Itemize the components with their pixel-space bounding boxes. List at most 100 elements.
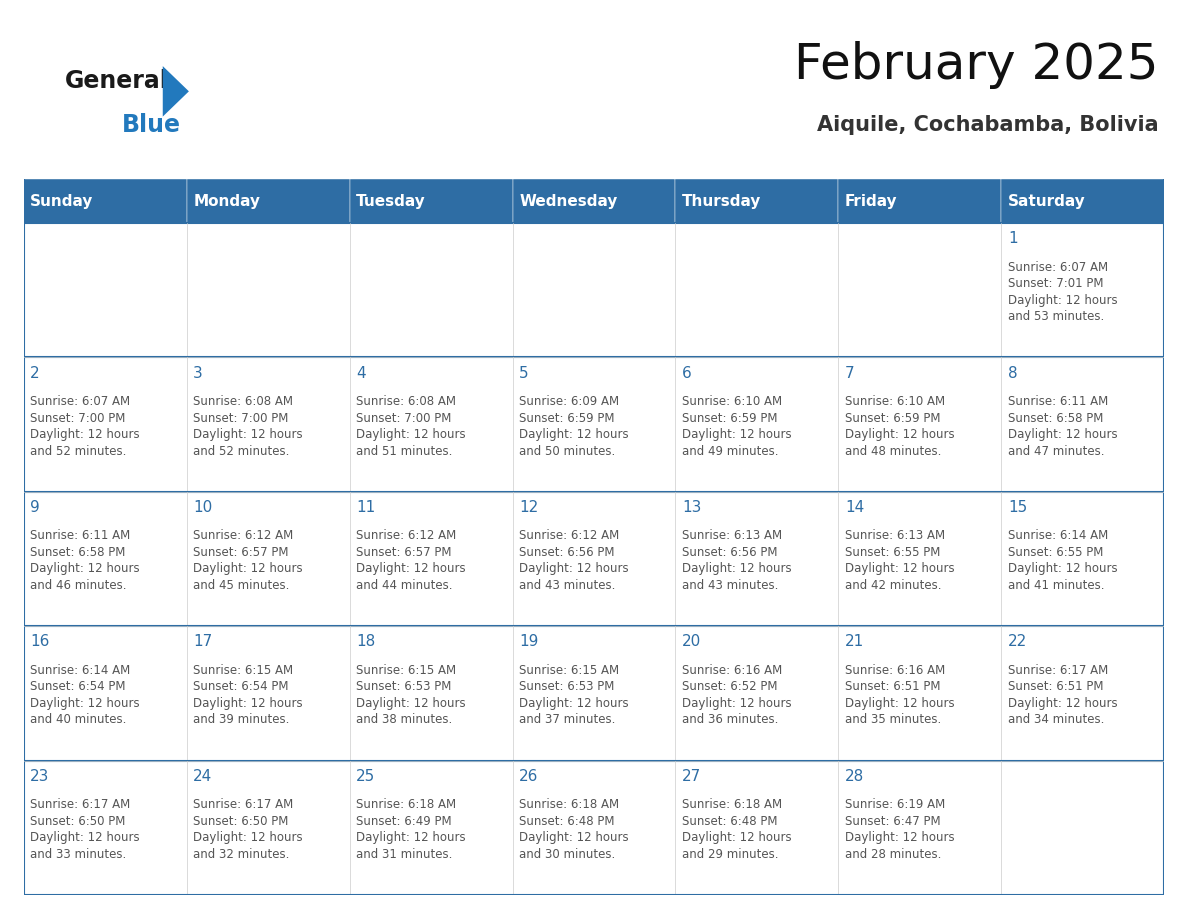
Text: Sunday: Sunday xyxy=(30,194,94,208)
Text: Sunrise: 6:12 AM
Sunset: 6:57 PM
Daylight: 12 hours
and 45 minutes.: Sunrise: 6:12 AM Sunset: 6:57 PM Dayligh… xyxy=(194,530,303,592)
Text: Friday: Friday xyxy=(845,194,897,208)
Text: 19: 19 xyxy=(519,634,538,649)
Text: 8: 8 xyxy=(1007,365,1017,381)
Bar xyxy=(187,357,349,492)
Text: 21: 21 xyxy=(845,634,864,649)
Bar xyxy=(1001,357,1164,492)
Text: 11: 11 xyxy=(356,500,375,515)
Bar xyxy=(676,492,839,626)
Bar xyxy=(349,357,512,492)
Bar xyxy=(1001,492,1164,626)
Text: Sunrise: 6:12 AM
Sunset: 6:57 PM
Daylight: 12 hours
and 44 minutes.: Sunrise: 6:12 AM Sunset: 6:57 PM Dayligh… xyxy=(356,530,466,592)
Text: 16: 16 xyxy=(30,634,50,649)
Bar xyxy=(676,626,839,761)
Bar xyxy=(349,761,512,895)
Bar xyxy=(349,492,512,626)
Bar xyxy=(839,492,1001,626)
Text: Saturday: Saturday xyxy=(1007,194,1086,208)
Text: Sunrise: 6:09 AM
Sunset: 6:59 PM
Daylight: 12 hours
and 50 minutes.: Sunrise: 6:09 AM Sunset: 6:59 PM Dayligh… xyxy=(519,395,628,457)
Text: Sunrise: 6:16 AM
Sunset: 6:51 PM
Daylight: 12 hours
and 35 minutes.: Sunrise: 6:16 AM Sunset: 6:51 PM Dayligh… xyxy=(845,664,954,726)
Text: Sunrise: 6:18 AM
Sunset: 6:49 PM
Daylight: 12 hours
and 31 minutes.: Sunrise: 6:18 AM Sunset: 6:49 PM Dayligh… xyxy=(356,799,466,861)
Text: Sunrise: 6:14 AM
Sunset: 6:54 PM
Daylight: 12 hours
and 40 minutes.: Sunrise: 6:14 AM Sunset: 6:54 PM Dayligh… xyxy=(30,664,140,726)
Text: Sunrise: 6:16 AM
Sunset: 6:52 PM
Daylight: 12 hours
and 36 minutes.: Sunrise: 6:16 AM Sunset: 6:52 PM Dayligh… xyxy=(682,664,791,726)
Text: 4: 4 xyxy=(356,365,366,381)
Text: Sunrise: 6:13 AM
Sunset: 6:56 PM
Daylight: 12 hours
and 43 minutes.: Sunrise: 6:13 AM Sunset: 6:56 PM Dayligh… xyxy=(682,530,791,592)
Text: 15: 15 xyxy=(1007,500,1028,515)
Bar xyxy=(1001,179,1164,223)
Bar xyxy=(676,357,839,492)
Bar xyxy=(24,179,187,223)
Bar xyxy=(512,761,676,895)
Bar xyxy=(24,223,187,357)
Bar xyxy=(24,761,187,895)
Text: Sunrise: 6:13 AM
Sunset: 6:55 PM
Daylight: 12 hours
and 42 minutes.: Sunrise: 6:13 AM Sunset: 6:55 PM Dayligh… xyxy=(845,530,954,592)
Bar xyxy=(187,492,349,626)
Text: 27: 27 xyxy=(682,768,701,784)
Text: Sunrise: 6:10 AM
Sunset: 6:59 PM
Daylight: 12 hours
and 49 minutes.: Sunrise: 6:10 AM Sunset: 6:59 PM Dayligh… xyxy=(682,395,791,457)
Text: Tuesday: Tuesday xyxy=(356,194,425,208)
Bar xyxy=(24,357,187,492)
Text: Sunrise: 6:15 AM
Sunset: 6:54 PM
Daylight: 12 hours
and 39 minutes.: Sunrise: 6:15 AM Sunset: 6:54 PM Dayligh… xyxy=(194,664,303,726)
Bar xyxy=(839,179,1001,223)
Text: Monday: Monday xyxy=(194,194,260,208)
Text: 10: 10 xyxy=(194,500,213,515)
Bar xyxy=(187,626,349,761)
Bar xyxy=(187,761,349,895)
Text: 14: 14 xyxy=(845,500,864,515)
Bar xyxy=(512,626,676,761)
Text: Wednesday: Wednesday xyxy=(519,194,618,208)
Bar xyxy=(512,179,676,223)
Bar xyxy=(24,492,187,626)
Text: 9: 9 xyxy=(30,500,40,515)
Text: 25: 25 xyxy=(356,768,375,784)
Text: Sunrise: 6:17 AM
Sunset: 6:50 PM
Daylight: 12 hours
and 32 minutes.: Sunrise: 6:17 AM Sunset: 6:50 PM Dayligh… xyxy=(194,799,303,861)
Text: Sunrise: 6:19 AM
Sunset: 6:47 PM
Daylight: 12 hours
and 28 minutes.: Sunrise: 6:19 AM Sunset: 6:47 PM Dayligh… xyxy=(845,799,954,861)
Text: 23: 23 xyxy=(30,768,50,784)
Text: 6: 6 xyxy=(682,365,691,381)
Text: 22: 22 xyxy=(1007,634,1028,649)
Text: February 2025: February 2025 xyxy=(794,41,1158,89)
Text: Aiquile, Cochabamba, Bolivia: Aiquile, Cochabamba, Bolivia xyxy=(816,115,1158,135)
Bar xyxy=(187,179,349,223)
Text: Thursday: Thursday xyxy=(682,194,762,208)
Text: Sunrise: 6:10 AM
Sunset: 6:59 PM
Daylight: 12 hours
and 48 minutes.: Sunrise: 6:10 AM Sunset: 6:59 PM Dayligh… xyxy=(845,395,954,457)
Text: Sunrise: 6:15 AM
Sunset: 6:53 PM
Daylight: 12 hours
and 38 minutes.: Sunrise: 6:15 AM Sunset: 6:53 PM Dayligh… xyxy=(356,664,466,726)
Bar xyxy=(839,761,1001,895)
Bar xyxy=(1001,761,1164,895)
Text: Sunrise: 6:08 AM
Sunset: 7:00 PM
Daylight: 12 hours
and 52 minutes.: Sunrise: 6:08 AM Sunset: 7:00 PM Dayligh… xyxy=(194,395,303,457)
Text: Sunrise: 6:18 AM
Sunset: 6:48 PM
Daylight: 12 hours
and 30 minutes.: Sunrise: 6:18 AM Sunset: 6:48 PM Dayligh… xyxy=(519,799,628,861)
Bar xyxy=(676,223,839,357)
Text: Blue: Blue xyxy=(122,113,182,137)
Text: 24: 24 xyxy=(194,768,213,784)
Text: 2: 2 xyxy=(30,365,40,381)
Text: 20: 20 xyxy=(682,634,701,649)
Bar xyxy=(349,626,512,761)
Bar xyxy=(349,223,512,357)
Bar xyxy=(512,357,676,492)
Bar xyxy=(349,179,512,223)
Text: 1: 1 xyxy=(1007,231,1017,246)
Text: Sunrise: 6:17 AM
Sunset: 6:50 PM
Daylight: 12 hours
and 33 minutes.: Sunrise: 6:17 AM Sunset: 6:50 PM Dayligh… xyxy=(30,799,140,861)
Bar xyxy=(839,223,1001,357)
Text: 3: 3 xyxy=(194,365,203,381)
Text: Sunrise: 6:17 AM
Sunset: 6:51 PM
Daylight: 12 hours
and 34 minutes.: Sunrise: 6:17 AM Sunset: 6:51 PM Dayligh… xyxy=(1007,664,1118,726)
Bar xyxy=(512,492,676,626)
Bar xyxy=(1001,626,1164,761)
Text: Sunrise: 6:07 AM
Sunset: 7:00 PM
Daylight: 12 hours
and 52 minutes.: Sunrise: 6:07 AM Sunset: 7:00 PM Dayligh… xyxy=(30,395,140,457)
Text: Sunrise: 6:15 AM
Sunset: 6:53 PM
Daylight: 12 hours
and 37 minutes.: Sunrise: 6:15 AM Sunset: 6:53 PM Dayligh… xyxy=(519,664,628,726)
Text: Sunrise: 6:08 AM
Sunset: 7:00 PM
Daylight: 12 hours
and 51 minutes.: Sunrise: 6:08 AM Sunset: 7:00 PM Dayligh… xyxy=(356,395,466,457)
Bar xyxy=(512,223,676,357)
Text: 26: 26 xyxy=(519,768,538,784)
Bar xyxy=(839,626,1001,761)
Bar xyxy=(187,223,349,357)
Text: 5: 5 xyxy=(519,365,529,381)
Bar xyxy=(1001,223,1164,357)
Text: 17: 17 xyxy=(194,634,213,649)
Text: Sunrise: 6:07 AM
Sunset: 7:01 PM
Daylight: 12 hours
and 53 minutes.: Sunrise: 6:07 AM Sunset: 7:01 PM Dayligh… xyxy=(1007,261,1118,323)
Text: Sunrise: 6:18 AM
Sunset: 6:48 PM
Daylight: 12 hours
and 29 minutes.: Sunrise: 6:18 AM Sunset: 6:48 PM Dayligh… xyxy=(682,799,791,861)
Text: Sunrise: 6:11 AM
Sunset: 6:58 PM
Daylight: 12 hours
and 46 minutes.: Sunrise: 6:11 AM Sunset: 6:58 PM Dayligh… xyxy=(30,530,140,592)
Bar xyxy=(24,626,187,761)
Bar xyxy=(676,179,839,223)
Text: General: General xyxy=(65,69,169,93)
Text: Sunrise: 6:12 AM
Sunset: 6:56 PM
Daylight: 12 hours
and 43 minutes.: Sunrise: 6:12 AM Sunset: 6:56 PM Dayligh… xyxy=(519,530,628,592)
